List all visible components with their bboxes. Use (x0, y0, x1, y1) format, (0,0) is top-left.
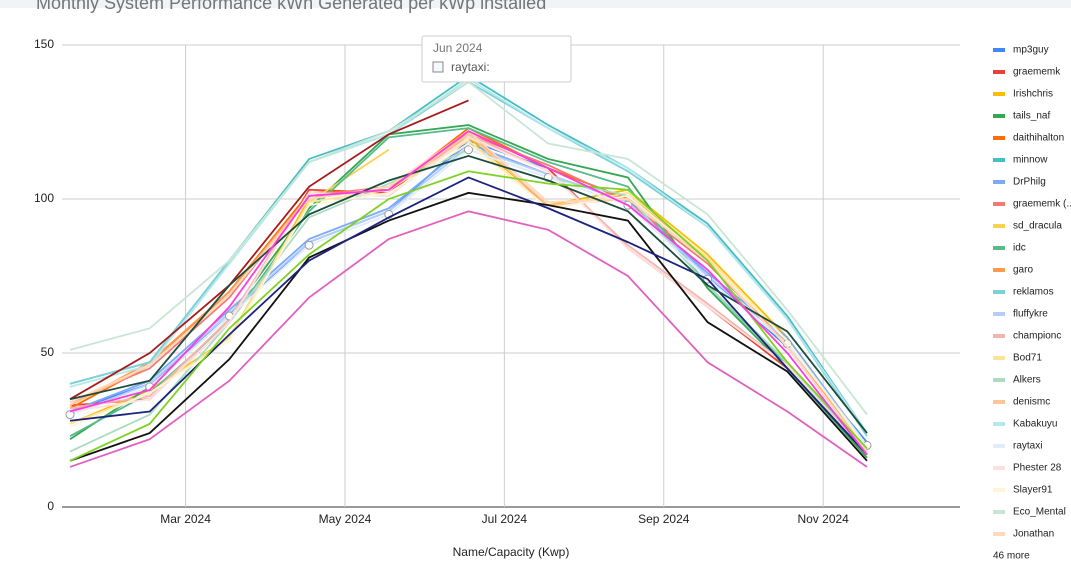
legend-label: idc (1013, 243, 1026, 254)
series-line (69, 99, 469, 400)
legend-label: Jonathan (1013, 529, 1054, 540)
x-tick-label: Mar 2024 (160, 512, 211, 526)
tooltip-box (421, 35, 572, 83)
legend-swatch (993, 158, 1005, 162)
legend-swatch (993, 48, 1005, 52)
x-axis-title: Name/Capacity (Kwp) (453, 545, 570, 559)
series-line (69, 136, 868, 450)
legend-swatch (993, 334, 1005, 338)
legend-label: Slayer91 (1013, 485, 1053, 496)
tooltip-swatch (432, 61, 444, 73)
legend-label: Alkers (1013, 375, 1041, 386)
tooltip-line: raytaxi: (451, 60, 490, 74)
legend-swatch (993, 510, 1005, 514)
legend-label: tails_naf (1013, 111, 1050, 122)
legend-swatch (993, 400, 1005, 404)
legend-swatch (993, 202, 1005, 206)
legend-swatch (993, 378, 1005, 382)
point (304, 240, 314, 250)
legend-swatch (993, 268, 1005, 272)
legend-label: raytaxi (1013, 441, 1042, 452)
series-line (69, 130, 868, 453)
lines (65, 74, 872, 468)
tooltip-name: raytaxi (451, 60, 486, 74)
legend-label: reklamos (1013, 287, 1054, 298)
legend-swatch (993, 290, 1005, 294)
tooltip-sep: : (486, 60, 489, 74)
series-line (69, 74, 868, 434)
series-line (69, 130, 868, 456)
legend-swatch (993, 356, 1005, 360)
legend-swatch (993, 488, 1005, 492)
legend-swatch (993, 180, 1005, 184)
series-line (69, 124, 868, 459)
legend-swatch (993, 224, 1005, 228)
legend-label: denismc (1013, 397, 1050, 408)
legend-swatch (993, 136, 1005, 140)
grid: 0 50 100 150 Mar 2024 May 2024 Jul 2024 Sep 202… (34, 37, 960, 526)
tooltip: Jun 2024 raytaxi: (421, 35, 572, 83)
legend-label: graememk (... (1013, 199, 1071, 210)
series-line (69, 133, 868, 450)
legend-label: daithihalton (1013, 133, 1064, 144)
series-line (69, 139, 868, 450)
y-tick-label: 150 (34, 37, 54, 51)
series-line (69, 136, 868, 456)
chart-title: Monthly System Performance kWh Generated… (36, 0, 546, 13)
legend-label: fluffykre (1013, 309, 1048, 320)
tooltip-header: Jun 2024 (433, 41, 483, 55)
x-tick-label: Jul 2024 (482, 512, 528, 526)
series-line (69, 170, 868, 462)
legend-label: Eco_Mental (1013, 507, 1066, 518)
legend-swatch (993, 114, 1005, 118)
legend-swatch (993, 444, 1005, 448)
legend-label: minnow (1013, 155, 1048, 166)
series-line (69, 130, 868, 453)
legend-swatch (993, 422, 1005, 426)
x-tick-label: Nov 2024 (797, 512, 849, 526)
legend-more[interactable]: 46 more (993, 551, 1030, 562)
x-tick-label: May 2024 (319, 512, 372, 526)
series-line (69, 130, 868, 456)
legend: mp3guy graememk Irishchris tails_nafdaithih… (993, 45, 1071, 562)
point (464, 145, 473, 155)
series-line (69, 191, 868, 462)
legend-label: sd_dracula (1013, 221, 1062, 232)
legend-swatch (993, 92, 1005, 96)
legend-swatch (993, 246, 1005, 250)
series-line (69, 133, 868, 453)
legend-swatch (993, 312, 1005, 316)
legend-label: Kabakuyu (1013, 419, 1057, 430)
legend-label: mp3guy (1013, 45, 1049, 56)
series-line (69, 154, 868, 434)
legend-label: championc (1013, 331, 1061, 342)
sheet-strip (0, 0, 1071, 8)
legend-label: graememk (1013, 67, 1061, 78)
legend-label: DrPhilg (1013, 177, 1046, 188)
legend-swatch (993, 466, 1005, 470)
series-line (69, 148, 868, 446)
legend-label: Bod71 (1013, 353, 1042, 364)
legend-swatch (993, 532, 1005, 536)
x-tick-label: Sep 2024 (638, 512, 690, 526)
legend-label: Phester 28 (1013, 463, 1062, 474)
y-tick-label: 0 (47, 499, 54, 513)
series-line (69, 142, 868, 450)
y-tick-label: 100 (34, 191, 54, 205)
series-line (69, 210, 868, 468)
y-tick-label: 50 (41, 345, 55, 359)
legend-label: garo (1013, 265, 1033, 276)
series-line (69, 176, 868, 456)
legend-swatch (993, 70, 1005, 74)
legend-label: Irishchris (1013, 89, 1053, 100)
